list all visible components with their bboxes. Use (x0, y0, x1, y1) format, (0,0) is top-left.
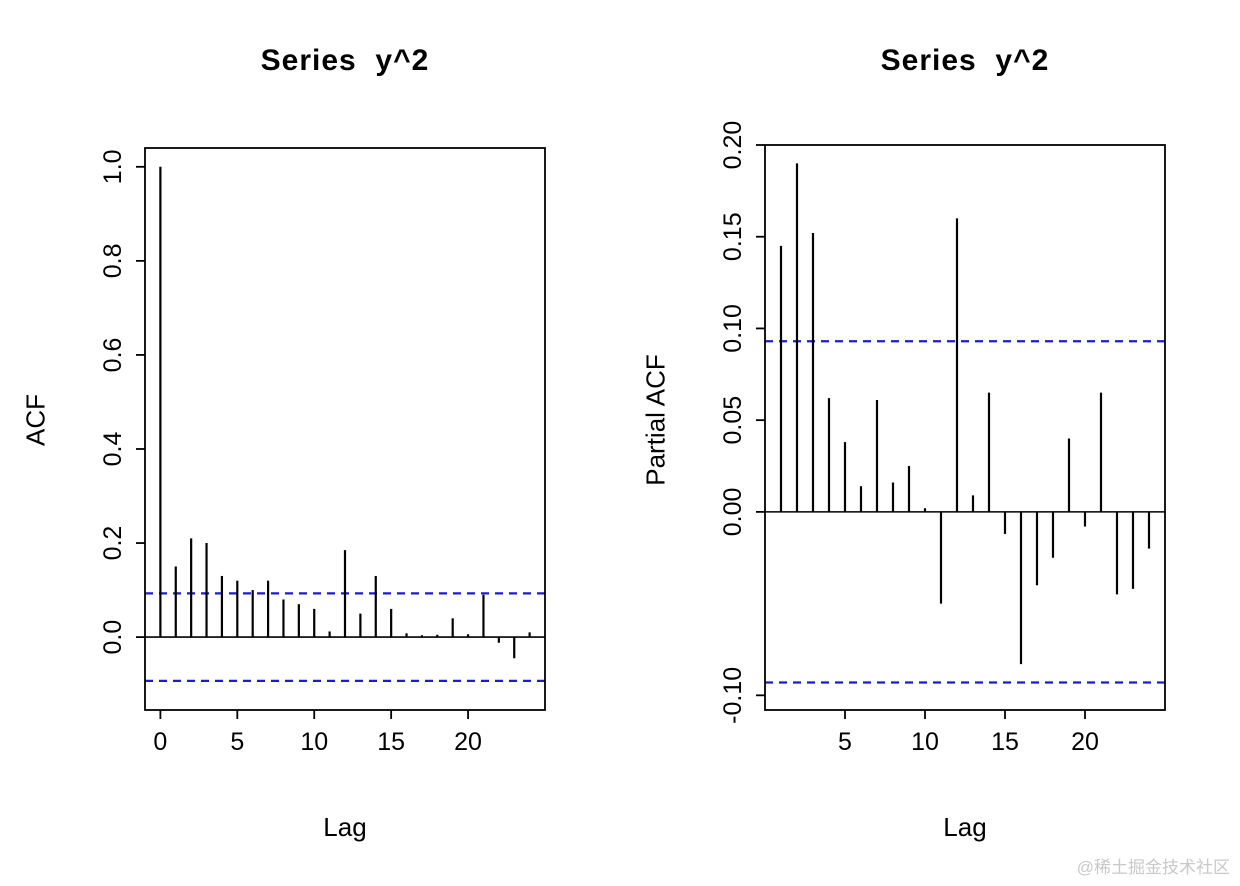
acf-plot-svg: 0 5 10 15 20 0.0 0.2 0.4 0.6 0.8 1.0 (99, 147, 546, 756)
y-tick-label: 0.00 (719, 488, 747, 537)
x-tick-label: 20 (454, 728, 482, 756)
y-tick-label: 0.15 (719, 212, 747, 261)
pacf-panel: Series y^2 Partial ACF Lag 5 10 15 20 -0.10 0… (620, 0, 1240, 886)
x-tick-label: 15 (991, 728, 1019, 756)
x-tick-label: 5 (230, 728, 244, 756)
x-tick-label: 5 (838, 728, 852, 756)
y-tick-label: 0.05 (719, 396, 747, 445)
y-tick-label: 0.10 (719, 304, 747, 353)
y-tick-label: 0.20 (719, 121, 747, 170)
acf-plot-title: Series y^2 (260, 44, 430, 77)
acf-x-axis-label: Lag (323, 812, 367, 842)
pacf-plot-title: Series y^2 (880, 44, 1050, 77)
y-tick-label: 0.8 (99, 243, 127, 278)
acf-panel: Series y^2 ACF Lag 0 5 10 15 20 0.0 0.2 0.4 0.6 0… (21, 44, 546, 842)
x-tick-label: 20 (1071, 728, 1099, 756)
x-tick-label: 15 (377, 728, 405, 756)
pacf-plot-svg: 5 10 15 20 -0.10 0.00 0.05 0.10 0.15 0.20 (719, 121, 1166, 756)
y-tick-label: 0.6 (99, 338, 127, 373)
y-tick-label: -0.10 (719, 667, 747, 724)
y-tick-label: 1.0 (99, 149, 127, 184)
x-tick-label: 10 (300, 728, 328, 756)
y-tick-label: 0.0 (99, 620, 127, 655)
x-tick-label: 10 (911, 728, 939, 756)
y-tick-label: 0.2 (99, 526, 127, 561)
x-tick-label: 0 (153, 728, 167, 756)
pacf-x-axis-label: Lag (943, 812, 987, 842)
y-tick-label: 0.4 (99, 432, 127, 467)
watermark-text: @稀土掘金技术社区 (1076, 858, 1230, 877)
